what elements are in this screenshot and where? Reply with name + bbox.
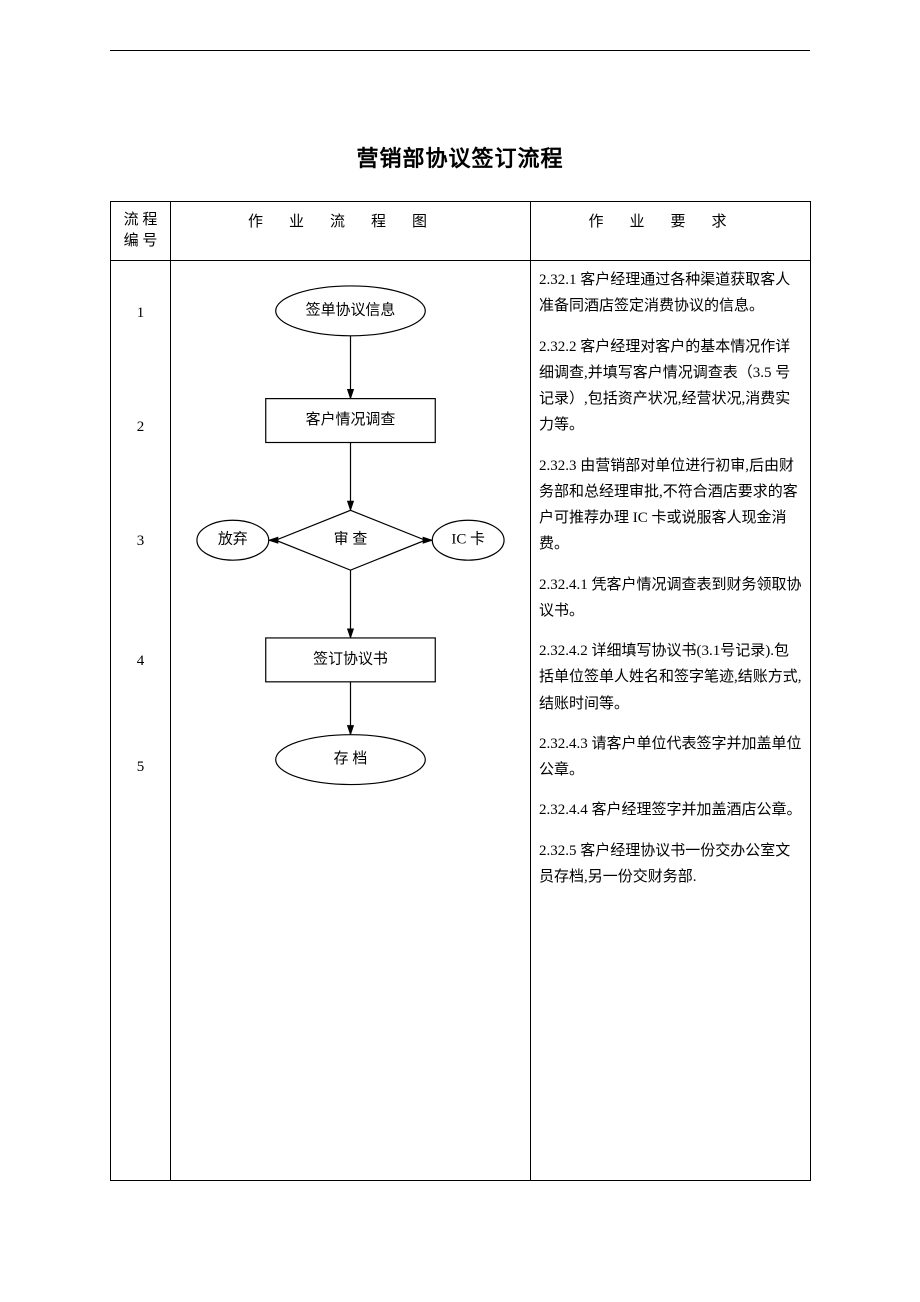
step-number-4: 4 (111, 653, 170, 670)
svg-text:签单协议信息: 签单协议信息 (306, 301, 396, 318)
step-number-3: 3 (111, 533, 170, 550)
requirement-2-32-4-2: 2.32.4.2 详细填写协议书(3.1号记录).包括单位签单人姓名和签字笔迹,… (539, 638, 802, 717)
requirement-2-32-5: 2.32.5 客户经理协议书一份交办公室文员存档,另一份交财务部. (539, 838, 802, 891)
svg-text:IC 卡: IC 卡 (451, 531, 485, 548)
col-header-requirements: 作业要求 (531, 202, 811, 261)
table-body-row: 1 2 3 4 5 签单协议信息客户情况调查审 查 放弃 IC 卡签订协议书存 档 (111, 261, 811, 1181)
requirement-2-32-1: 2.32.1 客户经理通过各种渠道获取客人准备同酒店签定消费协议的信息。 (539, 267, 802, 320)
requirement-2-32-4-3: 2.32.4.3 请客户单位代表签字并加盖单位公章。 (539, 731, 802, 784)
col-header-diagram: 作业流程图 (171, 202, 531, 261)
top-rule (110, 50, 810, 51)
col-header-req-text: 作业要求 (588, 214, 752, 230)
step-number-column: 1 2 3 4 5 (111, 261, 171, 1181)
flowchart-svg: 签单协议信息客户情况调查审 查 放弃 IC 卡签订协议书存 档 (171, 261, 530, 1180)
requirement-2-32-4-1: 2.32.4.1 凭客户情况调查表到财务领取协议书。 (539, 572, 802, 625)
page: 营销部协议签订流程 流 程 编 号 作业流程图 作业要求 1 (0, 0, 920, 1261)
col-header-diagram-text: 作业流程图 (248, 214, 453, 230)
svg-text:签订协议书: 签订协议书 (313, 650, 388, 667)
requirement-2-32-2: 2.32.2 客户经理对客户的基本情况作详细调查,并填写客户情况调查表（3.5 … (539, 334, 802, 439)
requirement-2-32-4-4: 2.32.4.4 客户经理签字并加盖酒店公章。 (539, 797, 802, 823)
svg-text:审 查: 审 查 (334, 531, 368, 548)
step-number-5: 5 (111, 759, 170, 776)
step-number-1: 1 (111, 305, 170, 322)
step-number-2: 2 (111, 419, 170, 436)
svg-text:放弃: 放弃 (218, 531, 248, 548)
col-header-number: 流 程 编 号 (111, 202, 171, 261)
svg-text:存 档: 存 档 (334, 750, 368, 767)
flowchart-cell: 签单协议信息客户情况调查审 查 放弃 IC 卡签订协议书存 档 (171, 261, 531, 1181)
document-title: 营销部协议签订流程 (110, 141, 810, 173)
process-table: 流 程 编 号 作业流程图 作业要求 1 2 3 4 5 (110, 201, 811, 1181)
requirement-2-32-3: 2.32.3 由营销部对单位进行初审,后由财务部和总经理审批,不符合酒店要求的客… (539, 453, 802, 558)
table-header-row: 流 程 编 号 作业流程图 作业要求 (111, 202, 811, 261)
requirements-cell: 2.32.1 客户经理通过各种渠道获取客人准备同酒店签定消费协议的信息。 2.3… (531, 261, 811, 1181)
col-header-number-text: 流 程 编 号 (115, 210, 166, 252)
svg-text:客户情况调查: 客户情况调查 (306, 411, 396, 428)
